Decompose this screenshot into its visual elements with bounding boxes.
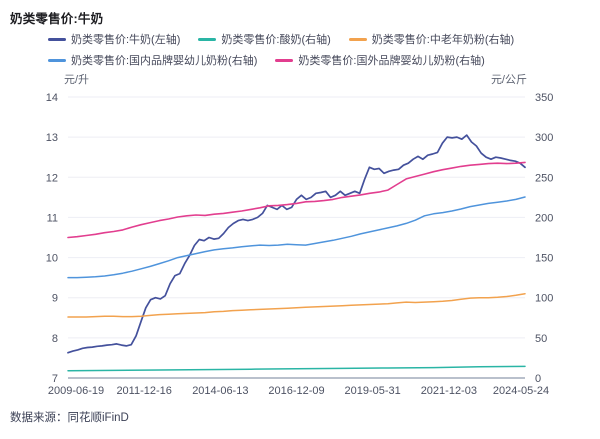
right-axis-tick-label: 200 xyxy=(535,212,553,224)
right-axis-tick-label: 100 xyxy=(535,293,553,305)
legend-swatch-icon xyxy=(48,37,66,41)
right-axis-tick-label: 250 xyxy=(535,172,553,184)
series-line-0 xyxy=(67,134,526,354)
legend-item-3[interactable]: 奶类零售价:国内品牌婴幼儿奶粉(右轴) xyxy=(48,52,257,68)
x-axis-tick-label: 2024-05-24 xyxy=(493,385,549,397)
x-axis-tick-label: 2009-06-19 xyxy=(48,385,104,397)
series-line-2 xyxy=(67,292,526,318)
left-axis-tick-label: 8 xyxy=(52,333,58,345)
legend-item-1[interactable]: 奶类零售价:酸奶(右轴) xyxy=(198,31,331,47)
legend-item-label: 奶类零售价:中老年奶粉(右轴) xyxy=(371,34,515,46)
series-line-3 xyxy=(67,196,526,279)
left-axis-tick-label: 9 xyxy=(52,293,58,305)
x-axis-tick-label: 2021-12-03 xyxy=(421,385,477,397)
left-axis-tick-label: 10 xyxy=(46,253,58,265)
right-axis-tick-label: 350 xyxy=(535,92,553,104)
legend-swatch-icon xyxy=(198,37,217,41)
left-axis-tick-label: 13 xyxy=(46,132,58,144)
page-title: 奶类零售价:牛奶 xyxy=(10,12,104,26)
legend-item-2[interactable]: 奶类零售价:中老年奶粉(右轴) xyxy=(348,31,515,47)
chart-legend: 奶类零售价:牛奶(左轴) 奶类零售价:酸奶(右轴) 奶类零售价:中老年奶粉(右轴) 奶… xyxy=(48,31,528,68)
left-axis-tick-label: 12 xyxy=(46,172,58,184)
legend-item-4[interactable]: 奶类零售价:国外品牌婴幼儿奶粉(右轴) xyxy=(275,52,485,68)
right-axis-tick-label: 300 xyxy=(535,132,553,144)
legend-swatch-icon xyxy=(275,58,294,62)
legend-item-0[interactable]: 奶类零售价:牛奶(左轴) xyxy=(48,31,180,47)
left-axis-unit-label: 元/升 xyxy=(64,74,90,86)
right-axis-tick-label: 0 xyxy=(535,373,541,385)
right-axis-unit-label: 元/公斤 xyxy=(490,74,527,86)
x-axis-tick-label: 2014-06-13 xyxy=(192,385,248,397)
right-axis-tick-label: 50 xyxy=(535,333,547,345)
legend-item-label: 奶类零售价:酸奶(右轴) xyxy=(221,34,331,46)
series-line-4 xyxy=(67,161,526,239)
x-axis-tick-label: 2011-12-16 xyxy=(116,385,171,397)
legend-swatch-icon xyxy=(348,37,367,41)
legend-swatch-icon xyxy=(48,58,66,62)
x-axis-tick-label: 2016-12-09 xyxy=(268,385,324,397)
left-axis-tick-label: 7 xyxy=(52,373,58,385)
left-axis-tick-label: 14 xyxy=(46,92,58,104)
legend-item-label: 奶类零售价:国内品牌婴幼儿奶粉(右轴) xyxy=(71,55,258,67)
x-axis-tick-label: 2019-05-31 xyxy=(345,385,401,397)
left-axis-tick-label: 11 xyxy=(47,212,58,224)
legend-item-label: 奶类零售价:牛奶(左轴) xyxy=(71,34,181,46)
data-source-note: 数据来源：同花顺iFinD xyxy=(10,412,129,424)
series-line-1 xyxy=(67,365,526,372)
legend-item-label: 奶类零售价:国外品牌婴幼儿奶粉(右轴) xyxy=(298,55,485,67)
right-axis-tick-label: 150 xyxy=(535,253,553,265)
